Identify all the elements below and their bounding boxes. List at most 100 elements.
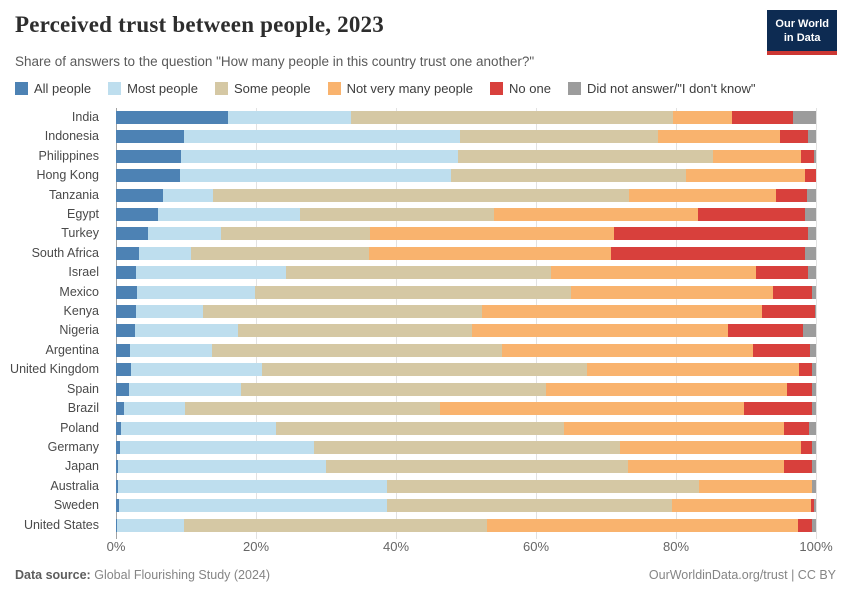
bar-segment-some-people: [240, 382, 547, 396]
bar-segment-did-not-answer-i-don-t-know: [811, 479, 816, 493]
stacked-bar: [116, 227, 816, 241]
country-labels: India Indonesia Philippines Hong Kong Tanzan…: [0, 108, 108, 535]
legend-label: Not very many people: [346, 81, 474, 96]
bar-segment-some-people: [386, 499, 673, 513]
bar-segment-not-very-many-people: [686, 169, 805, 183]
country-label-poland: Poland: [60, 420, 99, 435]
bar-segment-all-people: [116, 111, 228, 124]
stacked-bar: [116, 460, 816, 474]
bar-segment-most-people: [147, 227, 221, 241]
bar-segment-some-people: [190, 246, 370, 260]
stacked-bar: [116, 421, 816, 435]
chart-row-south-africa: [116, 244, 816, 263]
bar-segment-not-very-many-people: [370, 227, 614, 241]
bar-segment-no-one: [804, 169, 816, 183]
bar-segment-some-people: [386, 479, 700, 493]
bar-segment-no-one: [773, 285, 812, 299]
bar-segment-all-people: [116, 285, 137, 299]
legend-swatch-did-not-answer-i-don-t-know: [567, 82, 581, 95]
bar-segment-all-people: [116, 440, 120, 454]
country-label-sweden: Sweden: [53, 498, 99, 513]
country-label-united-states: United States: [23, 517, 99, 532]
x-tick-label-40: 40%: [382, 539, 410, 554]
bar-segment-some-people: [451, 169, 687, 183]
chart-row-spain: [116, 380, 816, 399]
bar-segment-most-people: [119, 440, 315, 454]
chart-row-israel: [116, 263, 816, 282]
chart-row-japan: [116, 457, 816, 476]
country-label-argentina: Argentina: [45, 342, 99, 357]
bar-segment-most-people: [118, 499, 387, 513]
country-label-tanzania: Tanzania: [48, 187, 99, 202]
chart-subtitle: Share of answers to the question "How ma…: [15, 54, 535, 69]
bar-segment-not-very-many-people: [672, 111, 732, 124]
bar-segment-no-one: [728, 324, 803, 338]
stacked-bar: [116, 518, 816, 532]
bar-segment-some-people: [286, 266, 551, 280]
owid-logo[interactable]: Our World in Data: [767, 10, 837, 55]
bar-segment-all-people: [116, 499, 119, 513]
x-tick-label-100: 100%: [799, 539, 833, 554]
bar-segment-no-one: [801, 440, 813, 454]
bar-segment-some-people: [325, 460, 629, 474]
chart-row-brazil: [116, 399, 816, 418]
bar-segment-all-people: [116, 460, 119, 474]
chart-row-united-states: [116, 516, 816, 535]
bar-segment-no-one: [780, 130, 809, 144]
bar-segment-no-one: [613, 227, 809, 241]
bar-segment-not-very-many-people: [472, 324, 729, 338]
bar-segment-all-people: [116, 305, 137, 319]
bar-segment-not-very-many-people: [570, 285, 774, 299]
bar-segment-no-one: [787, 382, 812, 396]
bar-segment-all-people: [116, 479, 119, 493]
country-label-indonesia: Indonesia: [44, 129, 99, 144]
bar-segment-did-not-answer-i-don-t-know: [811, 285, 816, 299]
bar-segment-all-people: [116, 266, 137, 280]
chart-row-indonesia: [116, 127, 816, 146]
bar-segment-some-people: [460, 130, 658, 144]
bar-segment-did-not-answer-i-don-t-know: [813, 499, 816, 513]
bar-segment-not-very-many-people: [486, 518, 799, 532]
bar-segment-did-not-answer-i-don-t-know: [804, 208, 816, 222]
bar-segment-most-people: [120, 421, 277, 435]
gridline: [676, 108, 677, 539]
country-label-mexico: Mexico: [59, 284, 99, 299]
chart-row-philippines: [116, 147, 816, 166]
bar-segment-most-people: [183, 130, 461, 144]
bar-segment-not-very-many-people: [628, 460, 784, 474]
bar-segment-no-one: [798, 518, 813, 532]
bar-segment-not-very-many-people: [629, 188, 777, 202]
bar-segment-not-very-many-people: [550, 266, 757, 280]
bar-segment-some-people: [238, 324, 473, 338]
bar-segment-some-people: [350, 111, 673, 124]
bar-segment-did-not-answer-i-don-t-know: [811, 460, 816, 474]
bar-segment-most-people: [136, 266, 287, 280]
legend-item-all-people: All people: [15, 81, 91, 96]
legend-label: All people: [34, 81, 92, 96]
credit-link[interactable]: OurWorldinData.org/trust | CC BY: [648, 568, 836, 582]
bar-segment-all-people: [116, 343, 130, 357]
bar-segment-some-people: [211, 343, 502, 357]
chart-row-egypt: [116, 205, 816, 224]
stacked-bar: [116, 266, 816, 280]
chart-row-poland: [116, 419, 816, 438]
country-label-philippines: Philippines: [38, 148, 99, 163]
legend-item-most-people: Most people: [108, 81, 198, 96]
bar-segment-all-people: [116, 246, 140, 260]
bar-segment-some-people: [300, 208, 494, 222]
bar-segment-no-one: [800, 149, 814, 163]
bar-segment-most-people: [181, 149, 458, 163]
bar-segment-did-not-answer-i-don-t-know: [802, 324, 816, 338]
country-label-israel: Israel: [68, 265, 99, 280]
legend-item-not-very-many-people: Not very many people: [327, 81, 474, 96]
bar-segment-all-people: [116, 169, 181, 183]
bar-segment-did-not-answer-i-don-t-know: [812, 518, 816, 532]
stacked-bar: [116, 343, 816, 357]
bar-segment-some-people: [183, 518, 487, 532]
bar-segment-did-not-answer-i-don-t-know: [813, 149, 816, 163]
bar-segment-not-very-many-people: [657, 130, 781, 144]
bar-segment-not-very-many-people: [563, 421, 785, 435]
page-title: Perceived trust between people, 2023: [15, 12, 384, 37]
bar-segment-all-people: [116, 324, 135, 338]
